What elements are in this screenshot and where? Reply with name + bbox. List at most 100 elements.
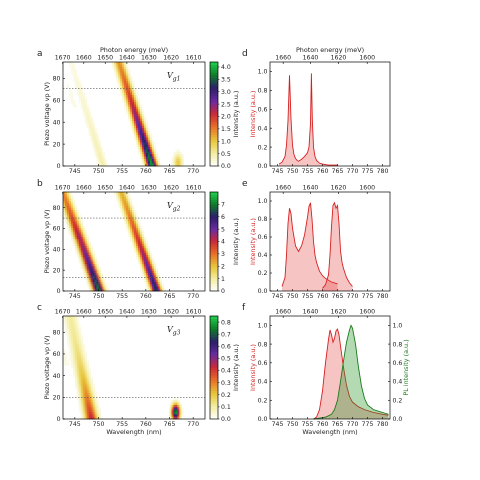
heat-cell: [70, 223, 74, 227]
heat-cell: [92, 279, 95, 283]
heat-cell: [132, 106, 135, 110]
heat-cell: [139, 147, 143, 150]
heat-cell: [88, 123, 92, 127]
heat-cell: [175, 158, 178, 162]
colorbar-segment: [210, 214, 218, 218]
heat-cell: [143, 140, 147, 143]
heat-cell: [64, 330, 68, 333]
heat-cell: [145, 284, 149, 287]
heat-cell: [130, 198, 133, 202]
heat-cell: [84, 358, 88, 361]
heat-cell: [76, 212, 80, 215]
heat-cell: [175, 402, 178, 406]
heat-cell: [130, 80, 133, 84]
heat-cell: [76, 395, 80, 399]
colorbar-segment: [210, 132, 218, 136]
heat-cell: [157, 156, 161, 160]
heat-cell: [78, 383, 82, 387]
heat-cell: [94, 277, 97, 281]
heat-cell: [76, 252, 80, 256]
heat-cell: [82, 270, 86, 274]
heat-cell: [74, 237, 78, 240]
heat-cell: [135, 130, 139, 134]
heat-cell: [145, 286, 149, 290]
heat-cell: [84, 390, 88, 394]
colorbar-segment: [210, 243, 218, 247]
heat-cell: [72, 71, 76, 75]
heat-cell: [135, 246, 139, 249]
heat-cell: [116, 198, 119, 202]
heat-cell: [145, 248, 149, 251]
heat-cell: [84, 360, 88, 364]
colorbar-segment: [210, 155, 218, 159]
heat-cell: [98, 273, 101, 276]
y-tick-label: 1.0: [258, 323, 268, 330]
heat-cell: [70, 362, 74, 366]
heat-cell: [118, 198, 121, 202]
heat-cell: [86, 360, 90, 364]
heat-cell: [147, 140, 151, 143]
heat-cell: [82, 393, 86, 396]
heat-cell: [147, 282, 151, 285]
heat-cell: [124, 210, 127, 213]
heat-cell: [76, 316, 80, 319]
heatmap-c: [63, 316, 184, 420]
heat-cell: [72, 344, 76, 347]
heat-cell: [64, 207, 68, 211]
heat-cell: [86, 383, 90, 387]
heat-cell: [145, 144, 149, 148]
heat-cell: [88, 121, 92, 124]
heat-cell: [94, 140, 97, 143]
heat-cell: [90, 135, 93, 139]
heat-cell: [78, 369, 82, 373]
heat-cell: [137, 137, 141, 141]
top-tick-label: 1660: [275, 185, 291, 192]
heat-cell: [90, 266, 93, 269]
heat-cell: [88, 270, 92, 274]
heat-cell: [74, 104, 78, 108]
heat-cell: [179, 161, 182, 165]
heat-cell: [86, 365, 90, 368]
heat-cell: [70, 360, 74, 364]
heat-cell: [80, 88, 84, 91]
heat-cell: [143, 255, 147, 258]
heat-cell: [147, 277, 151, 281]
heat-cell: [139, 125, 143, 129]
heat-cell: [128, 80, 131, 84]
heat-cell: [86, 243, 90, 247]
top-tick-label: 1620: [331, 185, 347, 192]
heat-cell: [72, 348, 76, 352]
heat-cell: [70, 330, 74, 333]
heat-cell: [145, 142, 149, 146]
heat-cell: [96, 149, 99, 153]
heat-cell: [74, 316, 78, 319]
heat-cell: [92, 397, 95, 401]
heat-cell: [137, 104, 141, 108]
heat-cell: [63, 353, 66, 357]
heat-cell: [63, 360, 66, 364]
x-tick-label: 745: [69, 421, 81, 428]
heat-cell: [145, 279, 149, 283]
heat-cell: [86, 109, 90, 113]
heat-cell: [124, 207, 127, 211]
colorbar-segment: [210, 211, 218, 215]
colorbar-frame: [209, 61, 219, 167]
heat-cell: [159, 282, 163, 285]
heat-cell: [137, 130, 141, 134]
heat-cell: [153, 284, 157, 287]
heat-cell: [76, 248, 80, 251]
heat-cell: [145, 130, 149, 134]
heat-cell: [130, 225, 133, 229]
heat-cell: [179, 404, 182, 408]
heat-cell: [143, 279, 147, 283]
panel-letter: b: [37, 179, 43, 189]
heat-cell: [86, 259, 90, 263]
heat-cell: [141, 114, 145, 117]
heat-cell: [68, 325, 72, 329]
heat-cell: [96, 279, 99, 283]
heat-cell: [175, 156, 178, 160]
heat-cell: [134, 125, 137, 129]
heat-cell: [80, 241, 84, 245]
